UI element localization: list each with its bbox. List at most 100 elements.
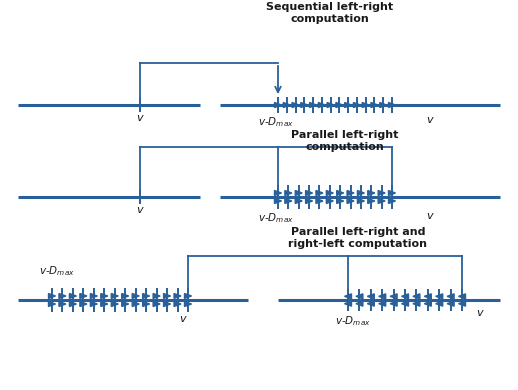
Polygon shape: [362, 103, 369, 108]
Polygon shape: [59, 301, 66, 307]
Text: v-D$_{\mathregular{max}}$: v-D$_{\mathregular{max}}$: [258, 115, 294, 129]
Text: v-D$_{\mathregular{max}}$: v-D$_{\mathregular{max}}$: [258, 211, 294, 225]
Polygon shape: [458, 294, 466, 299]
Polygon shape: [69, 301, 77, 307]
Polygon shape: [436, 301, 443, 306]
Polygon shape: [292, 103, 299, 108]
Polygon shape: [337, 190, 343, 195]
Text: v-D$_{\mathregular{max}}$: v-D$_{\mathregular{max}}$: [39, 264, 75, 278]
Polygon shape: [413, 294, 420, 299]
Text: v: v: [427, 211, 434, 221]
Polygon shape: [174, 294, 181, 298]
Polygon shape: [153, 294, 160, 298]
Polygon shape: [388, 190, 396, 195]
Polygon shape: [301, 103, 308, 108]
Polygon shape: [368, 199, 375, 204]
Polygon shape: [275, 103, 281, 108]
Polygon shape: [447, 301, 454, 306]
Polygon shape: [275, 190, 281, 195]
Polygon shape: [90, 301, 97, 307]
Polygon shape: [326, 199, 333, 204]
Polygon shape: [142, 294, 150, 298]
Text: Sequential left-right
computation: Sequential left-right computation: [266, 2, 394, 24]
Polygon shape: [379, 294, 386, 299]
Polygon shape: [59, 294, 66, 298]
Text: v: v: [180, 314, 186, 324]
Polygon shape: [184, 294, 192, 298]
Polygon shape: [347, 190, 354, 195]
Polygon shape: [283, 103, 290, 108]
Polygon shape: [413, 301, 420, 306]
Text: v: v: [137, 205, 143, 215]
Polygon shape: [424, 301, 431, 306]
Polygon shape: [174, 301, 181, 307]
Polygon shape: [111, 301, 118, 307]
Polygon shape: [306, 199, 312, 204]
Polygon shape: [80, 294, 87, 298]
Polygon shape: [90, 294, 97, 298]
Polygon shape: [69, 294, 77, 298]
Polygon shape: [101, 301, 108, 307]
Polygon shape: [132, 301, 139, 307]
Polygon shape: [353, 103, 361, 108]
Polygon shape: [295, 199, 302, 204]
Polygon shape: [356, 294, 363, 299]
Polygon shape: [401, 294, 409, 299]
Polygon shape: [142, 301, 150, 307]
Polygon shape: [401, 301, 409, 306]
Polygon shape: [378, 199, 385, 204]
Polygon shape: [319, 103, 325, 108]
Polygon shape: [327, 103, 334, 108]
Polygon shape: [336, 103, 343, 108]
Polygon shape: [316, 199, 323, 204]
Polygon shape: [356, 301, 363, 306]
Polygon shape: [390, 301, 397, 306]
Text: v-D$_{\mathregular{max}}$: v-D$_{\mathregular{max}}$: [335, 314, 371, 328]
Polygon shape: [344, 103, 352, 108]
Polygon shape: [49, 294, 55, 298]
Polygon shape: [306, 190, 312, 195]
Polygon shape: [357, 190, 364, 195]
Polygon shape: [285, 199, 292, 204]
Polygon shape: [164, 301, 170, 307]
Polygon shape: [295, 190, 302, 195]
Polygon shape: [380, 103, 387, 108]
Polygon shape: [388, 103, 396, 108]
Polygon shape: [458, 301, 466, 306]
Polygon shape: [326, 190, 333, 195]
Polygon shape: [378, 190, 385, 195]
Polygon shape: [122, 301, 129, 307]
Polygon shape: [390, 294, 397, 299]
Text: Parallel left-right and
right-left computation: Parallel left-right and right-left compu…: [289, 227, 427, 248]
Polygon shape: [285, 190, 292, 195]
Polygon shape: [368, 190, 375, 195]
Polygon shape: [101, 294, 108, 298]
Polygon shape: [367, 301, 375, 306]
Polygon shape: [122, 294, 129, 298]
Polygon shape: [371, 103, 378, 108]
Polygon shape: [357, 199, 364, 204]
Text: v: v: [427, 115, 434, 125]
Polygon shape: [184, 301, 192, 307]
Polygon shape: [379, 301, 386, 306]
Text: v: v: [137, 113, 143, 123]
Polygon shape: [436, 294, 443, 299]
Polygon shape: [347, 199, 354, 204]
Polygon shape: [316, 190, 323, 195]
Polygon shape: [153, 301, 160, 307]
Text: v: v: [477, 308, 483, 318]
Polygon shape: [164, 294, 170, 298]
Polygon shape: [310, 103, 316, 108]
Text: Parallel left-right
computation: Parallel left-right computation: [291, 130, 399, 152]
Polygon shape: [49, 301, 55, 307]
Polygon shape: [337, 199, 343, 204]
Polygon shape: [388, 199, 396, 204]
Polygon shape: [132, 294, 139, 298]
Polygon shape: [344, 301, 352, 306]
Polygon shape: [344, 294, 352, 299]
Polygon shape: [80, 301, 87, 307]
Polygon shape: [424, 294, 431, 299]
Polygon shape: [447, 294, 454, 299]
Polygon shape: [111, 294, 118, 298]
Polygon shape: [367, 294, 375, 299]
